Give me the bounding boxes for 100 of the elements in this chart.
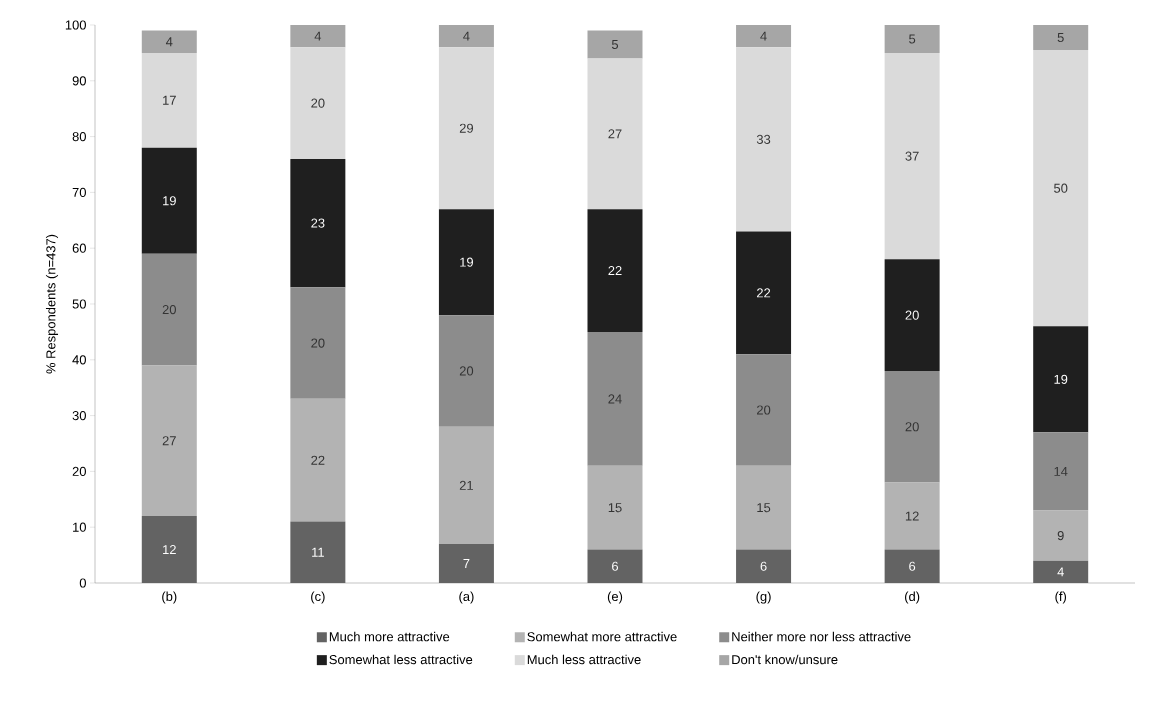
y-tick-label: 30 (72, 411, 86, 421)
x-tick-label: (d) (905, 591, 920, 604)
legend-label: Somewhat less attractive (329, 654, 473, 665)
bar (884, 482, 940, 550)
data-label: 4 (314, 31, 322, 41)
bar (884, 259, 940, 371)
bar (736, 231, 792, 355)
data-label: 19 (1054, 374, 1068, 384)
data-label: 15 (608, 503, 622, 513)
y-tick-label: 90 (72, 76, 86, 86)
data-label: 24 (608, 394, 622, 404)
bar (736, 47, 792, 232)
data-label: 22 (608, 265, 622, 276)
x-tick-label: (g) (756, 591, 771, 604)
legend-label: Don't know/unsure (732, 654, 838, 665)
data-label: 29 (459, 123, 474, 133)
data-label: 12 (905, 511, 919, 521)
bar (884, 52, 940, 260)
bar (1033, 510, 1089, 561)
data-label: 4 (463, 31, 470, 41)
data-label: 27 (162, 436, 176, 446)
bar (1033, 432, 1089, 511)
legend-label: Much less attractive (527, 654, 641, 665)
data-label: 20 (311, 98, 325, 108)
bar (290, 47, 346, 159)
data-label: 4 (165, 37, 173, 47)
data-label: 20 (162, 304, 176, 315)
bar (438, 315, 494, 427)
data-label: 20 (459, 366, 474, 376)
x-tick-label: (c) (311, 591, 325, 604)
bar (438, 47, 494, 210)
bar (736, 24, 792, 48)
data-label: 27 (608, 129, 622, 139)
bar (290, 158, 346, 288)
data-label: 4 (1057, 567, 1064, 577)
bar (1033, 326, 1089, 433)
data-label: 11 (312, 547, 324, 557)
bar (587, 58, 643, 210)
y-tick-label: 50 (72, 299, 86, 309)
bar (884, 24, 940, 53)
y-tick-label: 80 (72, 132, 86, 142)
bar (290, 24, 346, 48)
y-tick-label: 10 (73, 522, 86, 532)
y-tick-label: 0 (79, 578, 86, 588)
y-axis-title: % Respondents (n=437) (45, 234, 59, 374)
data-label: 15 (757, 503, 771, 513)
data-label: 19 (163, 196, 176, 206)
bar (1033, 24, 1089, 51)
data-label: 6 (909, 561, 916, 571)
y-tick-label: 60 (72, 243, 86, 253)
legend-label: Neither more nor less attractive (732, 631, 911, 642)
y-tick-label: 40 (72, 355, 86, 365)
bar (141, 52, 197, 148)
y-tick-label: 20 (72, 466, 86, 476)
data-label: 20 (905, 310, 919, 320)
x-tick-label: (a) (459, 591, 474, 604)
bar (736, 354, 792, 466)
data-label: 5 (1057, 33, 1064, 43)
bar (438, 426, 494, 544)
data-label: 21 (459, 480, 473, 490)
legend-label: Much more attractive (329, 631, 450, 642)
bar (587, 30, 643, 59)
x-tick-label: (b) (162, 591, 177, 604)
bar (884, 370, 940, 483)
data-label: 20 (905, 422, 919, 432)
x-tick-label: (f) (1055, 591, 1067, 604)
data-label: 37 (905, 151, 919, 161)
data-label: 23 (311, 218, 325, 228)
bar (736, 465, 792, 550)
bar (438, 209, 494, 316)
data-label: 4 (760, 31, 767, 41)
data-label: 14 (1054, 466, 1068, 476)
data-label: 33 (756, 134, 771, 144)
y-tick-label: 100 (65, 20, 86, 30)
bar (141, 147, 197, 254)
data-label: 22 (757, 288, 771, 298)
data-label: 17 (163, 95, 176, 105)
bar (141, 365, 197, 517)
data-label: 5 (909, 34, 916, 44)
bar (438, 24, 494, 48)
x-tick-label: (e) (607, 591, 623, 604)
bar (290, 287, 346, 399)
data-label: 12 (163, 544, 176, 555)
bar (290, 398, 346, 522)
data-label: 50 (1054, 183, 1068, 193)
bar (141, 253, 197, 366)
bar (141, 30, 197, 53)
data-label: 5 (611, 40, 619, 50)
bar (587, 209, 643, 332)
bar (1033, 50, 1089, 327)
data-label: 7 (463, 559, 470, 568)
data-label: 6 (612, 561, 619, 571)
legend-label: Somewhat more attractive (527, 631, 677, 642)
data-label: 9 (1057, 530, 1064, 541)
bar (587, 331, 643, 466)
data-label: 20 (757, 405, 771, 415)
data-label: 19 (460, 257, 474, 267)
y-tick-label: 70 (72, 187, 86, 197)
data-label: 6 (760, 561, 767, 571)
data-label: 22 (311, 455, 325, 465)
